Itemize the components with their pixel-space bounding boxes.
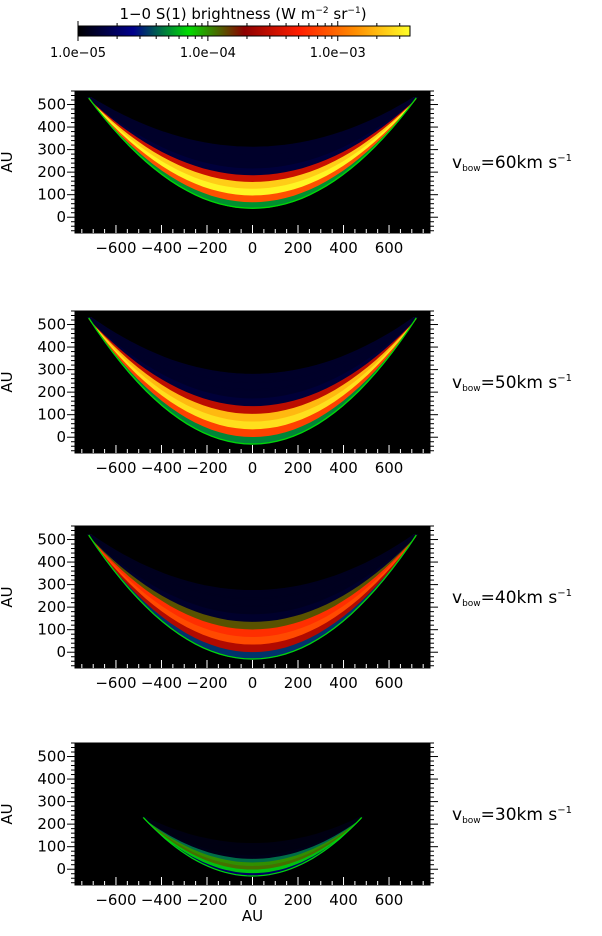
colorbar-ticks <box>77 21 401 41</box>
y-tick-label: 400 <box>37 770 66 788</box>
y-axis-label: AU <box>0 371 16 392</box>
y-tick-label: 0 <box>56 428 66 446</box>
emission-band <box>86 317 419 384</box>
x-tick-label: 600 <box>375 674 404 692</box>
y-tick-label: 0 <box>56 860 66 878</box>
bow-shock-edge <box>142 816 363 877</box>
x-tick-label: 400 <box>329 674 358 692</box>
x-tick-label: −400 <box>141 239 182 257</box>
y-tick-label: 500 <box>37 748 66 766</box>
emission-map <box>86 97 419 209</box>
y-tick-label: 500 <box>37 96 66 114</box>
x-tick-label: 0 <box>248 674 258 692</box>
x-tick-label: 400 <box>329 459 358 477</box>
x-tick-label: 200 <box>284 459 313 477</box>
x-tick-label: 600 <box>375 459 404 477</box>
y-axis-label: AU <box>0 803 16 824</box>
colorbar-title: 1−0 S(1) brightness (W m−2 sr−1) <box>119 5 366 23</box>
panel-3: −600 −400 −200 0 200 400 600 0 100 200 300 400 500 AU… <box>0 525 572 692</box>
x-tick-label: 0 <box>248 459 258 477</box>
y-tick-label: 400 <box>37 118 66 136</box>
colorbar-bar <box>77 25 411 37</box>
emission-map <box>86 534 419 660</box>
velocity-label: vbow=40km s−1 <box>452 588 572 609</box>
x-tick-label: −200 <box>186 674 227 692</box>
y-tick-label: 200 <box>37 815 66 833</box>
x-tick-label: 200 <box>284 239 313 257</box>
colorbar: 1−0 S(1) brightness (W m−2 sr−1) 1.0e−05… <box>50 5 411 61</box>
y-tick-label: 400 <box>37 553 66 571</box>
x-tick-label: 400 <box>329 891 358 909</box>
colorbar-tick-labels: 1.0e−05 1.0e−04 1.0e−03 <box>50 46 366 61</box>
colorbar-tick-label: 1.0e−05 <box>50 46 106 61</box>
colorbar-tick-label: 1.0e−03 <box>310 46 366 61</box>
bow-shock-edge <box>88 317 417 445</box>
velocity-label: vbow=50km s−1 <box>452 373 572 394</box>
colorbar-tick-label: 1.0e−04 <box>180 46 236 61</box>
panel-2: −600 −400 −200 0 200 400 600 0 100 200 300 400 500 AU… <box>0 310 572 477</box>
x-tick-label: −600 <box>95 891 136 909</box>
velocity-label: vbow=30km s−1 <box>452 805 572 826</box>
emission-band <box>142 816 363 849</box>
bow-shock-edge <box>88 534 417 660</box>
x-tick-label: −400 <box>141 674 182 692</box>
x-tick-label: −400 <box>141 891 182 909</box>
x-tick-label: −600 <box>95 674 136 692</box>
emission-map <box>86 317 419 445</box>
x-tick-label: 600 <box>375 239 404 257</box>
emission-band <box>86 534 419 600</box>
x-tick-label: 200 <box>284 891 313 909</box>
y-tick-label: 400 <box>37 338 66 356</box>
x-tick-label: 0 <box>248 891 258 909</box>
panels: −600 −400 −200 0 200 400 6000100200300400500AU… <box>0 90 572 925</box>
emission-band <box>86 97 419 155</box>
velocity-label: vbow=60km s−1 <box>452 153 572 174</box>
y-tick-label: 100 <box>37 186 66 204</box>
x-tick-label: −600 <box>95 459 136 477</box>
y-tick-label: 300 <box>37 576 66 594</box>
y-tick-label: 100 <box>37 406 66 424</box>
x-tick-label: −200 <box>186 239 227 257</box>
emission-map <box>140 816 365 877</box>
y-axis-label: AU <box>0 586 16 607</box>
y-tick-label: 300 <box>37 141 66 159</box>
x-tick-label: 400 <box>329 239 358 257</box>
y-tick-label: 100 <box>37 838 66 856</box>
y-axis-label: AU <box>0 151 16 172</box>
y-tick-label: 300 <box>37 793 66 811</box>
y-tick-label: 200 <box>37 598 66 616</box>
y-tick-label: 500 <box>37 531 66 549</box>
y-tick-label: 0 <box>56 643 66 661</box>
panel-4: −600 −400 −200 0 200 400 600 0 100 200 300 400 500 AU… <box>0 742 572 925</box>
x-tick-label: −400 <box>141 459 182 477</box>
x-tick-label: −200 <box>186 891 227 909</box>
y-tick-label: 200 <box>37 163 66 181</box>
panel-1: −600 −400 −200 0 200 400 600 0 100 200 300 400 500 AU… <box>0 90 572 257</box>
bow-shock-edge <box>88 97 417 209</box>
y-tick-label: 100 <box>37 621 66 639</box>
y-tick-label: 200 <box>37 383 66 401</box>
y-tick-label: 0 <box>56 208 66 226</box>
x-tick-label: 200 <box>284 674 313 692</box>
x-axis-label: AU <box>242 907 263 925</box>
x-tick-label: 600 <box>375 891 404 909</box>
x-tick-label: 0 <box>248 239 258 257</box>
y-tick-label: 300 <box>37 361 66 379</box>
y-tick-label: 500 <box>37 316 66 334</box>
x-tick-label: −600 <box>95 239 136 257</box>
x-tick-label: −200 <box>186 459 227 477</box>
